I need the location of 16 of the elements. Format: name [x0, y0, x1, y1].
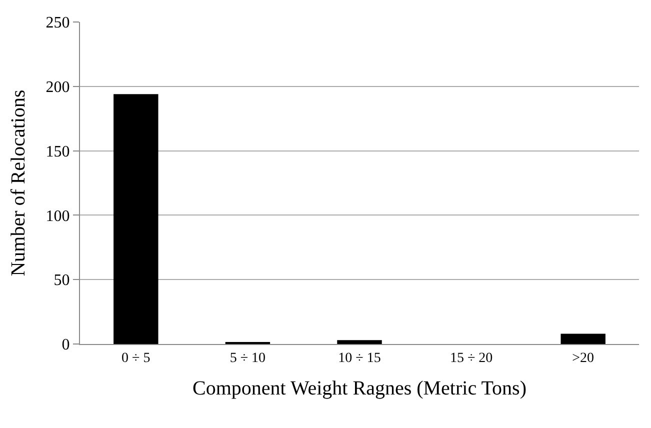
y-axis-title: Number of Relocations	[7, 89, 30, 276]
y-tick-label: 200	[46, 79, 70, 96]
x-tick-label: >20	[572, 350, 594, 366]
x-tick-label: 5 ÷ 10	[230, 350, 266, 366]
bar	[114, 94, 158, 344]
x-axis-title: Component Weight Ragnes (Metric Tons)	[192, 377, 526, 400]
x-tick-label: 15 ÷ 20	[450, 350, 493, 366]
y-tick-label: 0	[62, 336, 70, 354]
y-tick-label: 50	[54, 272, 70, 290]
y-tick-label: 150	[46, 143, 70, 160]
bar	[560, 334, 606, 344]
y-tick-label: 100	[46, 208, 70, 225]
x-tick-label: 10 ÷ 15	[338, 350, 381, 366]
y-tick-label: 250	[46, 14, 70, 32]
x-tick-label: 0 ÷ 5	[122, 350, 150, 366]
bar	[337, 340, 382, 344]
